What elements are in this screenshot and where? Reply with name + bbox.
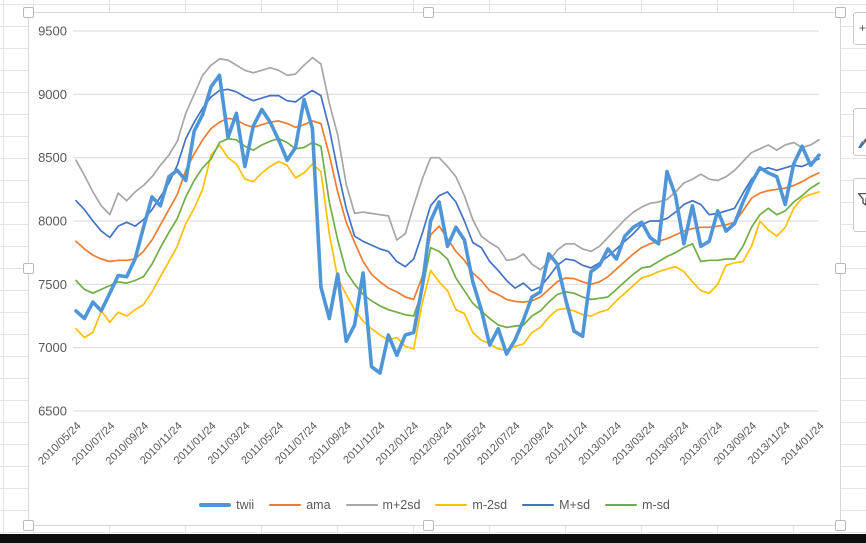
legend-swatch-m+2sd	[345, 504, 378, 507]
legend-item-m+2sd[interactable]: m+2sd	[345, 498, 421, 512]
legend-item-ama[interactable]: ama	[269, 498, 331, 512]
gridlines	[73, 30, 819, 412]
legend-swatch-M+sd	[522, 504, 555, 507]
selection-handle-bottom-left[interactable]	[23, 520, 34, 531]
y-tick-label: 6500	[38, 404, 67, 419]
selection-handle-top-left[interactable]	[23, 7, 34, 18]
chart-filters-button[interactable]	[853, 178, 866, 232]
y-tick-label: 9500	[38, 24, 67, 39]
selection-handle-top-right[interactable]	[835, 7, 846, 18]
legend-item-m-sd[interactable]: m-sd	[605, 499, 670, 512]
y-tick-label: 9000	[38, 87, 67, 102]
y-tick-label: 7000	[38, 340, 67, 355]
legend-swatch-m-2sd	[435, 504, 468, 507]
selection-handle-middle-left[interactable]	[23, 263, 34, 274]
legend-swatch-m-sd	[605, 504, 638, 507]
legend-swatch-twii	[199, 503, 232, 508]
y-axis-labels[interactable]: 9500 9000 8500 8000 7500 7000 6500	[38, 24, 67, 419]
series-M+sd[interactable]	[75, 88, 820, 292]
selection-handle-bottom-right[interactable]	[835, 520, 846, 531]
legend-item-M+sd[interactable]: M+sd	[522, 499, 590, 512]
sheet-gridline	[3, 0, 4, 543]
chart-plot: 9500 9000 8500 8000 7500 7000 65002010/05/2420…	[36, 24, 826, 468]
x-axis-labels[interactable]: 2010/05/242010/07/242010/09/242010/11/24…	[36, 420, 826, 467]
series-m-sd[interactable]	[75, 137, 820, 329]
legend-label: twii	[236, 498, 255, 512]
legend-label: M+sd	[559, 498, 591, 512]
series-m+2sd[interactable]	[75, 56, 820, 271]
series-twii[interactable]	[74, 73, 821, 375]
chart-elements-button[interactable]: +	[853, 12, 866, 45]
y-tick-label: 8500	[38, 150, 67, 165]
legend-label: ama	[306, 498, 331, 512]
chart-styles-button[interactable]	[853, 108, 866, 156]
legend-label: m-sd	[642, 498, 670, 512]
window-edge-strip	[0, 534, 866, 543]
chart-area[interactable]: 9500 9000 8500 8000 7500 7000 6500 2010/05/24 20…	[28, 12, 841, 526]
legend-label: m-2sd	[472, 498, 508, 512]
series-lines	[74, 56, 821, 375]
y-tick-label: 7500	[38, 277, 67, 292]
legend-item-twii[interactable]: twii	[199, 499, 254, 512]
legend-swatch-ama	[269, 504, 302, 507]
chart-legend[interactable]: twii ama m+2sd m-2sd M+sd m-sd	[29, 499, 840, 512]
brush-icon	[858, 138, 866, 148]
legend-item-m-2sd[interactable]: m-2sd	[435, 499, 507, 512]
legend-label: m+2sd	[382, 498, 421, 512]
plus-icon: +	[859, 21, 866, 35]
series-ama[interactable]	[75, 117, 820, 303]
series-m-2sd[interactable]	[75, 144, 820, 352]
selection-handle-middle-right[interactable]	[835, 263, 846, 274]
selection-handle-top-middle[interactable]	[423, 7, 434, 18]
y-tick-label: 8000	[38, 214, 67, 229]
funnel-icon	[858, 193, 866, 206]
selection-handle-bottom-middle[interactable]	[423, 520, 434, 531]
